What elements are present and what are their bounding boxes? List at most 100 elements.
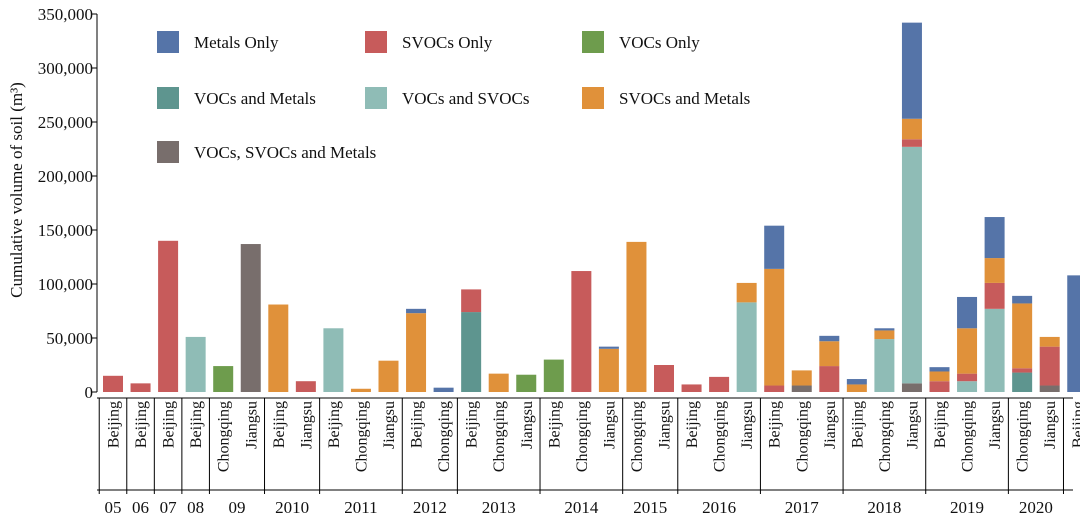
year-label: 2014	[564, 498, 599, 517]
legend-swatch	[582, 31, 604, 53]
bar-segment-s	[654, 365, 674, 392]
legend-swatch	[365, 87, 387, 109]
bar-segment-vm	[1012, 372, 1033, 392]
y-tick-label: 300,000	[38, 59, 93, 78]
bar-segment-vs	[736, 302, 757, 392]
bar-segment-s	[1012, 368, 1033, 373]
year-label: 2011	[344, 498, 377, 517]
bar-segment-s	[158, 240, 179, 392]
bar-segment-m	[433, 387, 454, 392]
bar-segment-s	[571, 271, 592, 392]
x-tick-label: Beijing	[271, 401, 288, 448]
x-tick-label: Jiangsu	[739, 401, 756, 449]
bar-segment-vs	[323, 328, 344, 392]
x-tick-label: Beijing	[409, 401, 426, 448]
bar-segment-sm	[901, 118, 922, 140]
legend-swatch	[157, 87, 179, 109]
legend-label: Metals Only	[194, 33, 279, 52]
bar-segment-m	[984, 217, 1005, 259]
y-axis-title: Cumulative volume of soil (m³)	[7, 82, 26, 298]
year-label: 2019	[950, 498, 984, 517]
year-label: 08	[187, 498, 204, 517]
bar-segment-sm	[598, 348, 619, 392]
legend-item-vs: VOCs and SVOCs	[365, 87, 530, 109]
y-tick-label: 350,000	[38, 5, 93, 24]
bar-segment-vsm	[901, 383, 922, 392]
bar-segment-m	[1012, 295, 1033, 304]
bar-segment-sm	[791, 370, 812, 386]
x-tick-label: Chongqing	[1015, 401, 1032, 472]
year-label: 2010	[275, 498, 309, 517]
bar-segment-vs	[984, 308, 1005, 392]
x-tick-label: Beijing	[106, 401, 123, 448]
bar-segment-sm	[764, 268, 785, 386]
legend-swatch	[157, 31, 179, 53]
legend: Metals Only SVOCs Only VOCs Only VOCs and M…	[157, 31, 750, 163]
x-tick-label: Chongqing	[216, 401, 233, 472]
x-tick-label: Beijing	[1070, 401, 1080, 448]
legend-swatch	[365, 31, 387, 53]
x-tick-label: Jiangsu	[657, 401, 674, 449]
legend-label: VOCs Only	[619, 33, 700, 52]
x-tick-label: Jiangsu	[298, 401, 315, 449]
x-tick-label: Beijing	[849, 401, 866, 448]
legend-item-vsm: VOCs, SVOCs and Metals	[157, 141, 376, 163]
bar-segment-sm	[1039, 336, 1060, 347]
year-label: 2018	[867, 498, 901, 517]
x-tick-label: Beijing	[161, 401, 178, 448]
bar-segment-sm	[378, 360, 399, 392]
bar-segment-vs	[185, 336, 206, 392]
x-tick-label: Chongqing	[794, 401, 811, 472]
legend-item-v: VOCs Only	[582, 31, 700, 53]
x-tick-label: Jiangsu	[987, 401, 1004, 449]
bar-segment-s	[709, 376, 730, 392]
bar-segment-s	[957, 373, 978, 382]
bar-segment-s	[295, 381, 316, 392]
year-label: 2020	[1019, 498, 1053, 517]
x-tick-label: Beijing	[546, 401, 563, 448]
year-label: 2015	[633, 498, 667, 517]
bar-segment-s	[1039, 346, 1060, 386]
bar-segment-sm	[1012, 303, 1033, 369]
bar-segment-m	[901, 22, 922, 119]
x-tick-label: Chongqing	[436, 401, 453, 472]
bar-segment-sm	[846, 384, 867, 392]
x-tick-label: Jiangsu	[822, 401, 839, 449]
bar-segment-m	[406, 308, 427, 314]
bar-segment-vm	[461, 312, 482, 392]
legend-item-sm: SVOCs and Metals	[582, 87, 750, 109]
bar-segment-m	[929, 367, 950, 372]
x-tick-label: Jiangsu	[519, 401, 536, 449]
bar-segment-sm	[957, 328, 978, 374]
bar-segment-sm	[488, 373, 509, 392]
bar-segment-vsm	[791, 385, 812, 392]
x-tick-label: Jiangsu	[601, 401, 618, 449]
bar-segment-s	[929, 381, 950, 392]
y-tick-label: 150,000	[38, 221, 93, 240]
bar-segment-s	[764, 385, 785, 392]
year-label: 2016	[702, 498, 736, 517]
year-label: 2017	[785, 498, 820, 517]
bar-segment-v	[213, 366, 234, 392]
bar-segment-m	[1067, 275, 1080, 392]
y-tick-label: 200,000	[38, 167, 93, 186]
bar-segment-v	[543, 359, 564, 392]
legend-item-vm: VOCs and Metals	[157, 87, 316, 109]
bar-segment-v	[516, 374, 537, 392]
bar-segment-s	[130, 383, 151, 392]
legend-swatch	[157, 141, 179, 163]
bar-segment-m	[819, 335, 840, 342]
x-tick-label: Chongqing	[629, 401, 646, 472]
legend-label: VOCs and SVOCs	[402, 89, 530, 108]
bar-segment-sm	[350, 388, 371, 392]
bar-segment-vs	[957, 381, 978, 392]
legend-label: SVOCs Only	[402, 33, 493, 52]
x-tick-label: Beijing	[326, 401, 343, 448]
x-tick-label: Beijing	[684, 401, 701, 448]
y-tick-label: 250,000	[38, 113, 93, 132]
year-label: 2013	[482, 498, 516, 517]
bar-segment-vs	[874, 339, 895, 392]
bars-layer	[103, 22, 1080, 392]
y-tick-label: 0	[85, 383, 94, 402]
y-tick-label: 100,000	[38, 275, 93, 294]
